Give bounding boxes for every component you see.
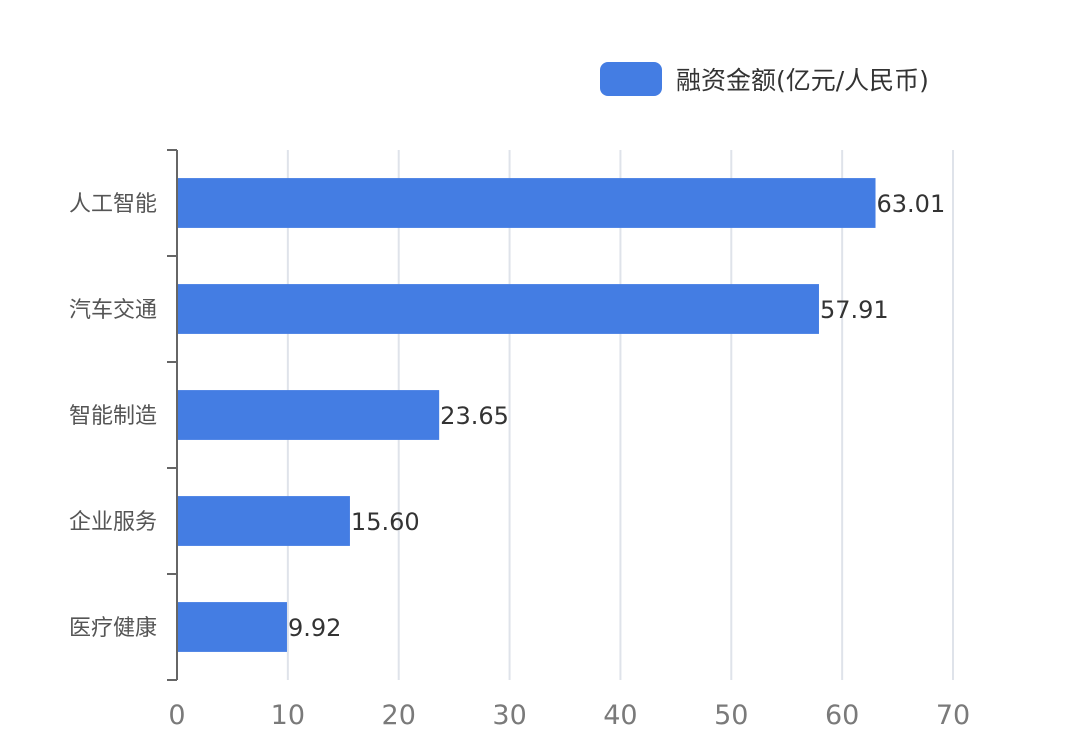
bar-2 xyxy=(177,390,440,440)
data-label-4: 9.92 xyxy=(288,614,341,642)
legend[interactable]: 融资金额(亿元/人民币) xyxy=(600,60,929,98)
bars xyxy=(177,178,876,652)
data-label-0: 63.01 xyxy=(877,190,946,218)
bar-1 xyxy=(177,284,819,334)
x-tick-label-40: 40 xyxy=(603,700,637,731)
x-tick-label-60: 60 xyxy=(825,700,859,731)
category-label-2: 智能制造 xyxy=(69,404,157,429)
category-label-3: 企业服务 xyxy=(69,510,157,535)
legend-label: 融资金额(亿元/人民币) xyxy=(676,66,929,95)
x-tick-label-30: 30 xyxy=(492,700,526,731)
labels: 0 10 20 30 40 50 60 70 63.01 人工智能 57.91 汽车交通 23.65 智能… xyxy=(69,190,970,731)
x-tick-label-20: 20 xyxy=(382,700,416,731)
category-label-4: 医疗健康 xyxy=(69,616,157,641)
x-tick-label-50: 50 xyxy=(714,700,748,731)
legend-swatch xyxy=(600,62,662,96)
category-label-1: 汽车交通 xyxy=(69,298,157,323)
axes xyxy=(167,149,178,681)
bar-4 xyxy=(177,602,287,652)
bar-0 xyxy=(177,178,876,228)
x-tick-label-10: 10 xyxy=(271,700,305,731)
x-tick-label-70: 70 xyxy=(936,700,970,731)
data-label-3: 15.60 xyxy=(351,508,420,536)
data-label-2: 23.65 xyxy=(440,402,509,430)
grid-lines xyxy=(286,150,954,680)
category-label-0: 人工智能 xyxy=(69,192,157,217)
x-tick-label-0: 0 xyxy=(168,700,185,731)
data-label-1: 57.91 xyxy=(820,296,889,324)
bar-3 xyxy=(177,496,350,546)
